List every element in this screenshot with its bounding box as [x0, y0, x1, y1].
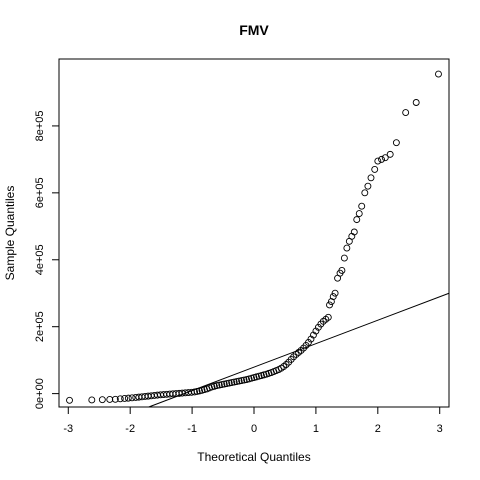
data-point: [225, 379, 233, 387]
data-point: [371, 165, 379, 173]
data-point: [218, 381, 226, 389]
data-point: [326, 301, 333, 309]
data-point: [324, 313, 332, 321]
x-tick-label: 3: [437, 423, 443, 435]
x-axis: -3 -2 -1 0 1 2 3: [63, 406, 443, 435]
y-axis-label: Sample Quantiles: [3, 186, 17, 281]
data-point: [412, 99, 420, 106]
data-point: [98, 396, 106, 404]
data-point: [116, 395, 124, 403]
y-tick-label: 4e+05: [34, 244, 46, 275]
data-point: [331, 289, 339, 297]
data-point: [111, 395, 119, 403]
points-layer: [66, 70, 442, 404]
y-tick-label: 2e+05: [34, 311, 46, 342]
data-point: [353, 216, 361, 224]
x-axis-label: Theoretical Quantiles: [197, 450, 310, 464]
data-point: [240, 376, 248, 384]
data-point: [343, 244, 351, 252]
plot-frame: [58, 58, 450, 408]
data-point: [312, 327, 320, 335]
data-point: [128, 394, 136, 402]
x-tick-label: -2: [125, 423, 135, 435]
x-tick-label: 1: [313, 423, 319, 435]
data-point: [235, 377, 243, 385]
data-point: [367, 174, 375, 182]
data-point: [364, 182, 372, 190]
x-tick-label: -3: [63, 423, 73, 435]
data-point: [121, 395, 129, 402]
data-point: [358, 202, 366, 210]
data-point: [228, 379, 236, 387]
data-point: [435, 70, 442, 78]
data-point: [355, 210, 363, 218]
y-axis: 0e+00 2e+05 4e+05 6e+05 8e+05: [34, 110, 60, 409]
data-point: [215, 381, 223, 389]
y-tick-label: 0e+00: [34, 378, 46, 409]
data-point: [220, 380, 228, 388]
x-tick-label: 2: [375, 423, 381, 435]
data-point: [340, 254, 348, 262]
data-point: [381, 154, 389, 162]
x-tick-label: -1: [187, 423, 197, 435]
y-tick-label: 6e+05: [34, 177, 46, 208]
data-point: [402, 109, 410, 116]
data-point: [290, 353, 298, 361]
data-point: [124, 394, 132, 402]
data-point: [374, 157, 382, 165]
data-point: [386, 150, 394, 158]
y-tick-label: 8e+05: [34, 110, 46, 141]
data-point: [223, 380, 231, 388]
data-point: [282, 361, 290, 368]
x-tick-label: 0: [251, 423, 257, 435]
data-point: [392, 139, 400, 147]
data-point: [350, 228, 358, 236]
data-point: [329, 293, 337, 301]
data-point: [361, 189, 369, 197]
data-point: [66, 396, 73, 404]
reference-line: [148, 292, 450, 408]
data-point: [238, 377, 246, 385]
data-point: [191, 388, 199, 396]
data-point: [106, 396, 114, 403]
data-point: [338, 267, 346, 274]
data-point: [213, 382, 221, 390]
data-point: [378, 155, 385, 163]
data-point: [233, 378, 241, 386]
chart-title: FMV: [239, 22, 269, 38]
data-point: [230, 378, 238, 386]
data-point: [88, 396, 96, 404]
